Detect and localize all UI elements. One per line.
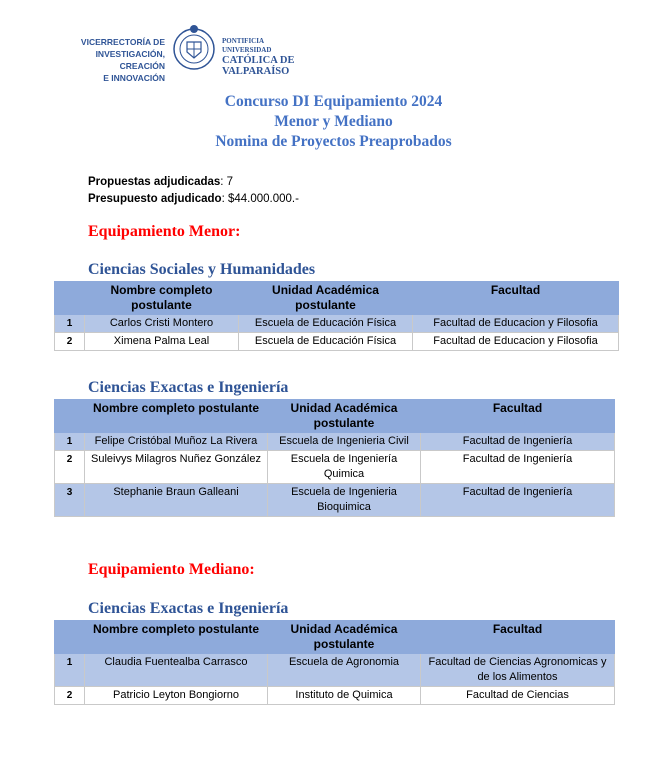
table-cell: 2	[54, 450, 85, 484]
table-cell: Facultad de Ingeniería	[420, 450, 615, 484]
title-line: Concurso DI Equipamiento 2024	[224, 93, 443, 110]
table-cell: Escuela de Educación Física	[238, 332, 413, 351]
table-cell: Facultad de Ciencias Agronomicas y de lo…	[420, 653, 615, 687]
column-header: Facultad	[412, 281, 619, 315]
column-header	[54, 281, 85, 315]
column-header: Unidad Académica postulante	[238, 281, 413, 315]
summary-value: : $44.000.000.-	[221, 193, 299, 205]
table-cell: Escuela de Ingenieria Bioquimica	[267, 483, 421, 517]
summary: Propuestas adjudicadas: 7 Presupuesto ad…	[88, 174, 299, 208]
table-row: 1 Carlos Cristi Montero Escuela de Educaci…	[54, 314, 619, 333]
table-cell: Instituto de Quimica	[267, 686, 421, 705]
table-cell: 1	[54, 653, 85, 687]
column-header: Unidad Académica postulante	[267, 399, 421, 433]
title-line: Menor y Mediano	[274, 113, 393, 130]
header-row: Nombre completo postulante Unidad Académi…	[54, 281, 619, 315]
table-cell: Ximena Palma Leal	[84, 332, 239, 351]
table-cell: 1	[54, 314, 85, 333]
table-cell: Facultad de Ingeniería	[420, 432, 615, 451]
table-cell: Claudia Fuentealba Carrasco	[84, 653, 268, 687]
table-ciencias-sociales: Nombre completo postulante Unidad Académi…	[54, 281, 619, 351]
logo-line: PONTIFICIA	[222, 37, 265, 45]
summary-label: Presupuesto adjudicado	[88, 193, 222, 205]
table-cell: Facultad de Educacion y Filosofia	[412, 332, 619, 351]
logo-line: CATÓLICA DE	[222, 55, 295, 66]
table-cell: Escuela de Ingenieria Civil	[267, 432, 421, 451]
table-cell: 1	[54, 432, 85, 451]
section-heading: Equipamiento Menor:	[88, 223, 241, 240]
table-cell: Facultad de Ciencias	[420, 686, 615, 705]
document-title: Concurso DI Equipamiento 2024 Menor y Me…	[0, 93, 667, 153]
column-header: Nombre completo postulante	[84, 281, 239, 315]
pucv-logo-text: PONTIFICIA UNIVERSIDAD CATÓLICA DE VALPA…	[222, 37, 294, 77]
table-cell: Patricio Leyton Bongiorno	[84, 686, 268, 705]
logo-line: VICERRECTORÍA DE	[80, 37, 165, 47]
group-heading: Ciencias Sociales y Humanidades	[88, 261, 316, 278]
logo-line: E INNOVACIÓN	[103, 73, 165, 83]
column-header: Unidad Académica postulante	[267, 620, 421, 654]
table-ciencias-exactas-mediano: Nombre completo postulante Unidad Académi…	[54, 620, 615, 705]
table-cell: Escuela de Ingeniería Quimica	[267, 450, 421, 484]
column-header	[54, 620, 85, 654]
table-cell: Carlos Cristi Montero	[84, 314, 239, 333]
table-cell: Suleivys Milagros Nuñez González	[84, 450, 268, 484]
logo-line: INVESTIGACIÓN, CREACIÓN	[95, 49, 165, 71]
table-row: 1 Felipe Cristóbal Muñoz La Rivera Escuela…	[54, 432, 615, 451]
section-heading: Equipamiento Mediano:	[88, 561, 255, 578]
group-heading: Ciencias Exactas e Ingeniería	[88, 379, 289, 396]
group-heading: Ciencias Exactas e Ingeniería	[88, 600, 289, 617]
column-header: Nombre completo postulante	[84, 620, 268, 654]
logo-line: UNIVERSIDAD	[222, 46, 272, 54]
header-row: Nombre completo postulante Unidad Académi…	[54, 399, 615, 433]
table-cell: Escuela de Educación Física	[238, 314, 413, 333]
table-ciencias-exactas-menor: Nombre completo postulante Unidad Académi…	[54, 399, 615, 517]
table-row: 2 Patricio Leyton Bongiorno Instituto de Q…	[54, 686, 615, 705]
table-cell: Facultad de Ingeniería	[420, 483, 615, 517]
logo-line: VALPARAÍSO	[222, 66, 290, 77]
table-cell: 2	[54, 332, 85, 351]
header-row: Nombre completo postulante Unidad Académi…	[54, 620, 615, 654]
university-seal-icon	[173, 25, 215, 70]
column-header	[54, 399, 85, 433]
table-cell: Facultad de Educacion y Filosofia	[412, 314, 619, 333]
table-cell: Felipe Cristóbal Muñoz La Rivera	[84, 432, 268, 451]
column-header: Facultad	[420, 620, 615, 654]
table-row: 1 Claudia Fuentealba Carrasco Escuela de A…	[54, 653, 615, 687]
table-row: 2 Ximena Palma Leal Escuela de Educación F…	[54, 332, 619, 351]
table-cell: Stephanie Braun Galleani	[84, 483, 268, 517]
column-header: Nombre completo postulante	[84, 399, 268, 433]
column-header: Facultad	[420, 399, 615, 433]
vicerrectoria-logo-text: VICERRECTORÍA DE INVESTIGACIÓN, CREACIÓN…	[50, 36, 165, 84]
title-line: Nomina de Proyectos Preaprobados	[215, 133, 452, 150]
table-cell: 3	[54, 483, 85, 517]
summary-label: Propuestas adjudicadas	[88, 176, 221, 188]
table-cell: Escuela de Agronomia	[267, 653, 421, 687]
summary-value: : 7	[220, 176, 234, 188]
table-row: 3 Stephanie Braun Galleani Escuela de Inge…	[54, 483, 615, 517]
table-row: 2 Suleivys Milagros Nuñez González Escuela…	[54, 450, 615, 484]
table-cell: 2	[54, 686, 85, 705]
